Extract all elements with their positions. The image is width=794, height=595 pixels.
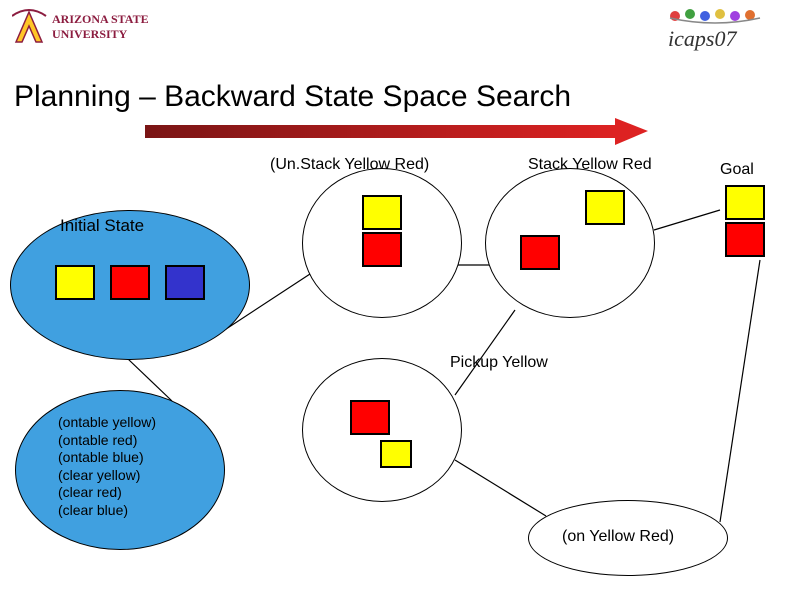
initial-yellow-block (55, 265, 95, 300)
on-yellow-red-label: (on Yellow Red) (562, 528, 674, 546)
predicates-text: (ontable yellow) (ontable red) (ontable … (58, 414, 156, 519)
initial-red-block (110, 265, 150, 300)
mid2-red-block (520, 235, 560, 270)
lower-yellow-block (380, 440, 412, 468)
pickup-label: Pickup Yellow (450, 354, 548, 372)
unstack-label: (Un.Stack Yellow Red) (270, 156, 429, 174)
goal-red-block (725, 222, 765, 257)
lower-red-block (350, 400, 390, 435)
goal-yellow-block (725, 185, 765, 220)
initial-state-label: Initial State (60, 216, 144, 236)
mid1-yellow-block (362, 195, 402, 230)
mid1-red-block (362, 232, 402, 267)
stack-label: Stack Yellow Red (528, 156, 652, 174)
goal-label: Goal (720, 161, 754, 179)
initial-blue-block (165, 265, 205, 300)
mid-state-2-node (485, 168, 655, 318)
mid2-yellow-block (585, 190, 625, 225)
